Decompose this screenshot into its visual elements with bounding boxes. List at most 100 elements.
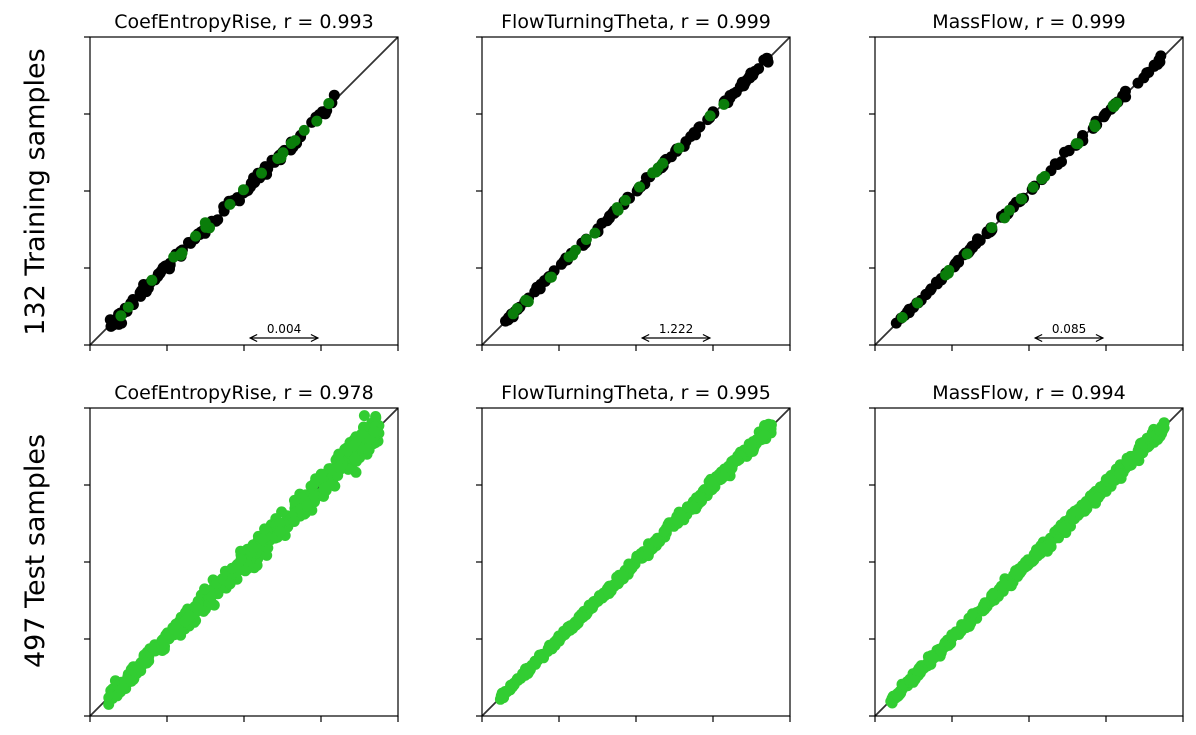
train-point (924, 284, 936, 296)
test-point (612, 578, 624, 590)
test-point (759, 420, 771, 431)
train-point (727, 88, 739, 100)
points-group (104, 89, 340, 332)
validation-point (238, 184, 249, 196)
test-point (732, 455, 744, 467)
test-point (356, 428, 367, 440)
test-point (235, 545, 247, 557)
train-point (1049, 158, 1061, 170)
validation-point (1039, 171, 1051, 182)
validation-point (896, 312, 908, 323)
test-point (305, 480, 317, 492)
train-point (753, 63, 765, 75)
validation-point (511, 303, 523, 314)
validation-point (311, 115, 323, 127)
test-point (718, 471, 730, 483)
validation-point (115, 310, 127, 322)
validation-point (146, 274, 158, 286)
train-point (1119, 85, 1131, 97)
validation-point (634, 181, 645, 193)
test-point (189, 601, 201, 613)
panel-title: MassFlow, r = 0.999 (932, 11, 1126, 33)
validation-point (673, 142, 685, 154)
test-point (1121, 455, 1133, 467)
validation-point (704, 110, 716, 122)
test-point (362, 443, 374, 455)
validation-point (323, 98, 335, 109)
validation-point (190, 230, 202, 242)
test-point (561, 626, 573, 638)
validation-point (522, 296, 534, 308)
validation-point (544, 271, 556, 283)
validation-point (1027, 181, 1039, 193)
train-point (602, 213, 614, 225)
test-point (652, 536, 664, 548)
test-point (891, 689, 903, 701)
test-point (623, 561, 635, 573)
test-point (126, 675, 137, 687)
validation-point (718, 98, 730, 110)
panels: CoefEntropyRise, r = 0.993 0.004 FlowTurni… (84, 11, 1184, 722)
panel-coefentropyrise-train: CoefEntropyRise, r = 0.993 0.004 (84, 11, 399, 351)
scale-bar-arrow-right (310, 333, 320, 343)
test-point (519, 669, 531, 681)
validation-point (580, 234, 592, 245)
test-point (759, 429, 770, 441)
train-point (972, 233, 983, 245)
test-point (1005, 580, 1017, 591)
train-point (534, 282, 546, 294)
points-group (494, 418, 777, 705)
test-point (1069, 505, 1081, 517)
test-point (674, 509, 686, 521)
test-point (103, 698, 115, 710)
test-point (631, 552, 643, 564)
panel-title: CoefEntropyRise, r = 0.978 (114, 382, 373, 404)
test-point (935, 645, 947, 656)
validation-point (567, 249, 579, 261)
train-point (234, 195, 245, 207)
panel-massflow-test: MassFlow, r = 0.994 (869, 382, 1184, 722)
panel-massflow-train: MassFlow, r = 0.999 0.085 (869, 11, 1184, 351)
test-point (257, 533, 269, 545)
panel-flowturningtheta-test: FlowTurningTheta, r = 0.995 (476, 382, 791, 722)
test-point (259, 523, 271, 535)
validation-point (285, 138, 297, 149)
validation-point (589, 227, 601, 239)
validation-point (961, 248, 973, 260)
scale-bar-label: 0.085 (1052, 322, 1086, 336)
test-point (603, 588, 615, 599)
validation-point (1004, 204, 1015, 216)
test-point (139, 657, 151, 669)
validation-point (1111, 97, 1123, 109)
scale-bar-label: 1.222 (659, 322, 693, 336)
test-point (955, 625, 967, 637)
train-point (245, 177, 257, 189)
panel-title: CoefEntropyRise, r = 0.993 (114, 11, 373, 33)
test-point (1114, 468, 1125, 480)
test-point (308, 490, 320, 502)
test-point (368, 426, 380, 438)
train-point (738, 78, 750, 90)
test-point (967, 608, 978, 620)
test-point (927, 653, 939, 664)
validation-point (619, 194, 631, 206)
train-point (930, 276, 942, 288)
test-point (585, 599, 597, 611)
test-point (979, 597, 991, 609)
points-group (890, 50, 1167, 329)
test-point (681, 501, 693, 513)
test-point (660, 522, 672, 534)
test-point (617, 569, 629, 581)
test-point (529, 657, 541, 669)
points-group (885, 417, 1170, 709)
panel-flowturningtheta-train: FlowTurningTheta, r = 0.999 1.222 (476, 11, 791, 351)
test-point (199, 583, 211, 595)
panel-title: FlowTurningTheta, r = 0.995 (501, 382, 771, 404)
test-point (301, 500, 313, 512)
test-point (913, 665, 925, 677)
panel-coefentropyrise-test: CoefEntropyRise, r = 0.978 (84, 382, 399, 722)
test-point (693, 491, 705, 503)
test-point (1014, 566, 1026, 578)
validation-point (256, 167, 267, 179)
